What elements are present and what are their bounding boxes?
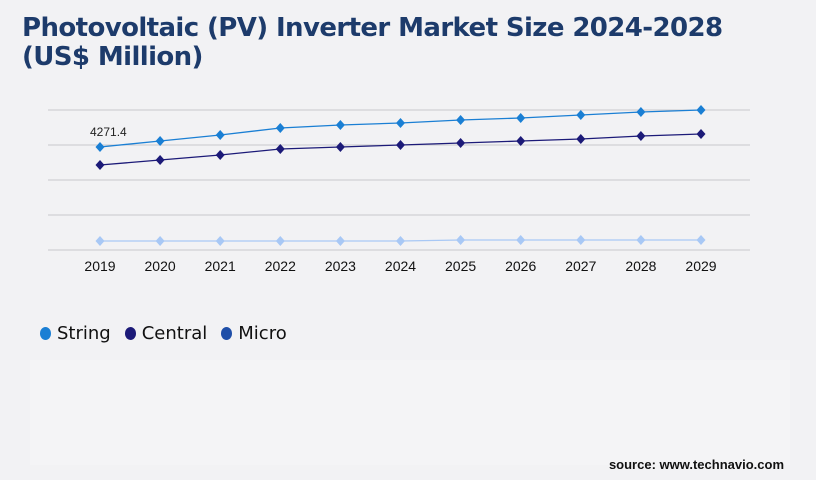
x-tick-label: 2022: [265, 258, 296, 274]
x-tick-label: 2019: [84, 258, 115, 274]
x-tick-label: 2025: [445, 258, 476, 274]
x-tick-label: 2024: [385, 258, 416, 274]
data-point-string: [335, 119, 345, 130]
legend-marker-micro: [221, 327, 233, 340]
data-point-central: [275, 144, 285, 155]
legend-marker-central: [124, 327, 136, 340]
legend-label: Micro: [238, 323, 287, 344]
x-tick-label: 2026: [505, 258, 536, 274]
x-tick-label: 2020: [145, 258, 176, 274]
legend-label: String: [57, 323, 111, 344]
data-point-micro: [155, 236, 165, 247]
data-point-micro: [576, 234, 586, 245]
chart-title: Photovoltaic (PV) Inverter Market Size 2…: [22, 13, 723, 72]
data-point-string: [516, 113, 526, 124]
data-point-string: [636, 107, 646, 118]
x-tick-label: 2028: [625, 258, 656, 274]
data-point-string: [396, 117, 405, 128]
data-point-micro: [275, 236, 285, 247]
legend-item-central: Central: [124, 323, 208, 344]
source-credit: source: www.technavio.com: [608, 457, 784, 472]
data-point-string: [696, 105, 706, 115]
x-tick-label: 2027: [565, 258, 596, 274]
data-point-central: [396, 140, 405, 151]
legend: String Central Micro: [40, 323, 287, 344]
x-tick-label: 2029: [685, 258, 716, 274]
data-point-central: [456, 138, 466, 149]
data-point-string: [95, 142, 105, 153]
data-label: 4271.4: [90, 125, 127, 139]
x-tick-label: 2023: [325, 258, 356, 274]
data-point-string: [155, 136, 165, 147]
legend-label: Central: [141, 323, 208, 344]
legend-item-string: String: [40, 323, 111, 344]
data-point-micro: [636, 234, 646, 245]
data-point-string: [275, 123, 285, 134]
data-point-central: [95, 160, 105, 171]
data-point-central: [516, 136, 526, 147]
x-tick-label: 2021: [205, 258, 236, 274]
data-point-string: [576, 110, 586, 121]
background-panel: [30, 360, 790, 465]
data-point-central: [215, 149, 225, 160]
data-point-micro: [396, 236, 405, 247]
data-point-micro: [215, 236, 225, 247]
legend-item-micro: Micro: [221, 323, 287, 344]
data-point-string: [456, 115, 466, 126]
legend-marker-string: [40, 327, 51, 340]
data-point-micro: [335, 236, 345, 247]
data-point-micro: [696, 234, 706, 245]
data-point-micro: [456, 234, 466, 245]
data-point-central: [576, 134, 586, 145]
data-point-string: [215, 130, 225, 141]
data-point-micro: [516, 234, 526, 245]
data-point-central: [696, 129, 706, 140]
data-point-micro: [95, 236, 105, 247]
data-point-central: [636, 130, 646, 141]
data-point-central: [335, 142, 345, 153]
data-point-central: [155, 155, 165, 166]
